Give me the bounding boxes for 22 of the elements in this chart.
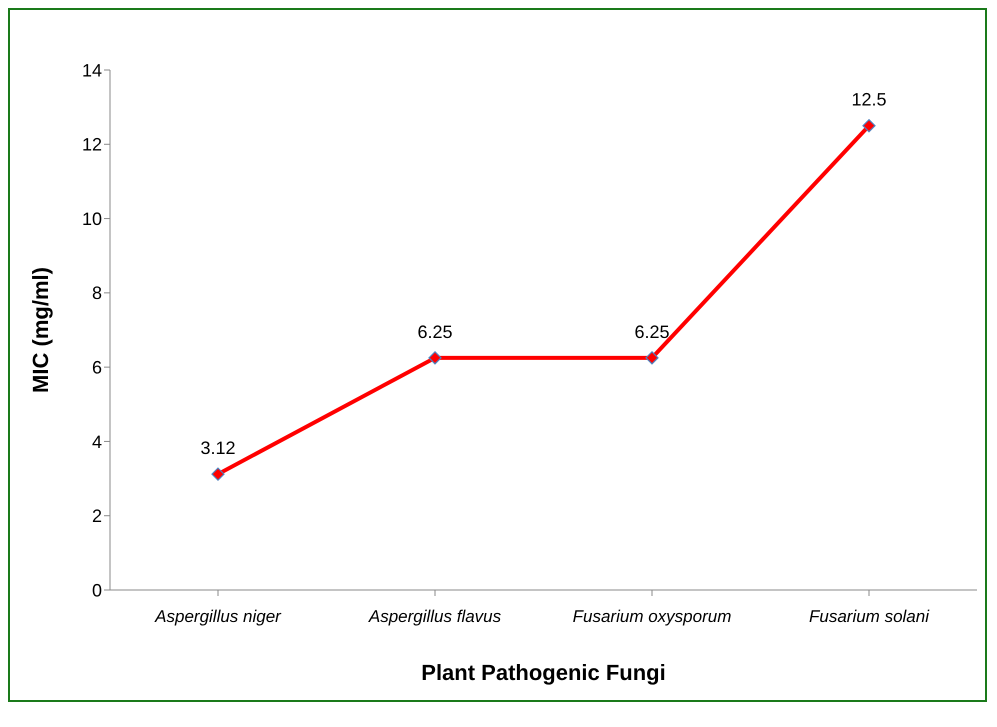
data-label: 6.25 [634, 322, 670, 342]
x-axis-title: Plant Pathogenic Fungi [421, 660, 666, 685]
x-tick-label: Aspergillus flavus [368, 607, 502, 626]
y-tick-label: 14 [82, 60, 102, 80]
y-axis-title: MIC (mg/ml) [28, 267, 53, 393]
data-label: 3.12 [200, 438, 236, 458]
y-tick-label: 2 [92, 506, 102, 526]
y-tick-label: 6 [92, 358, 102, 378]
point [428, 351, 442, 364]
y-tick-label: 4 [92, 432, 102, 452]
x-tick-label: Fusarium solani [809, 607, 930, 626]
point [645, 351, 659, 364]
point [211, 468, 225, 481]
y-tick-label: 10 [82, 208, 102, 229]
y-tick-label: 8 [92, 283, 102, 304]
y-tick-label: 12 [82, 134, 102, 155]
x-tick-label: Fusarium oxysporum [572, 607, 732, 626]
point [862, 119, 876, 132]
data-label: 6.25 [417, 322, 453, 342]
y-tick-label: 0 [92, 580, 102, 600]
data-label: 12.5 [851, 90, 887, 110]
x-tick-label: Aspergillus niger [154, 607, 282, 626]
